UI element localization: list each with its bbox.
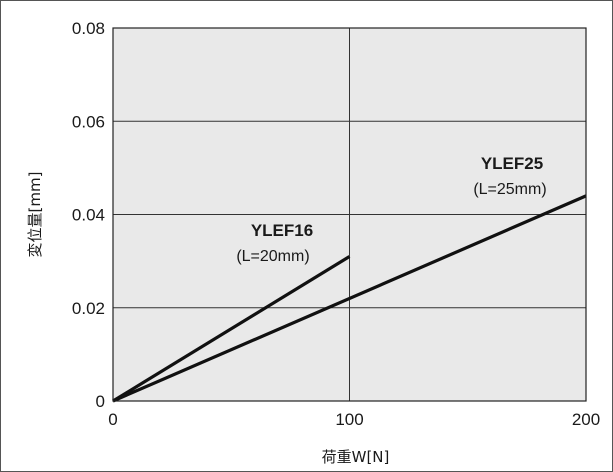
series-label-ylef16: YLEF16 <box>251 221 313 240</box>
y-tick-label: 0 <box>96 392 105 411</box>
tick-labels: 0 0.02 0.04 0.06 0.08 0 100 200 <box>72 19 600 429</box>
y-axis-label: 変位量[mm] <box>26 172 44 258</box>
x-tick-label: 0 <box>108 410 117 429</box>
series-note-ylef16: (L=20mm) <box>236 248 309 265</box>
series-label-ylef25: YLEF25 <box>481 154 543 173</box>
x-tick-label: 200 <box>572 410 600 429</box>
grid <box>113 28 586 401</box>
x-tick-label: 100 <box>335 410 363 429</box>
x-axis-label: 荷重W[N] <box>322 448 390 466</box>
series-line-ylef25 <box>112 194 587 403</box>
y-tick-label: 0.02 <box>72 299 105 318</box>
series-group <box>112 194 587 403</box>
series-line-ylef16 <box>112 255 351 403</box>
y-tick-label: 0.04 <box>72 206 105 225</box>
series-note-ylef25: (L=25mm) <box>473 181 546 198</box>
y-tick-label: 0.08 <box>72 19 105 38</box>
plot-border <box>112 27 587 402</box>
y-tick-label: 0.06 <box>72 112 105 131</box>
